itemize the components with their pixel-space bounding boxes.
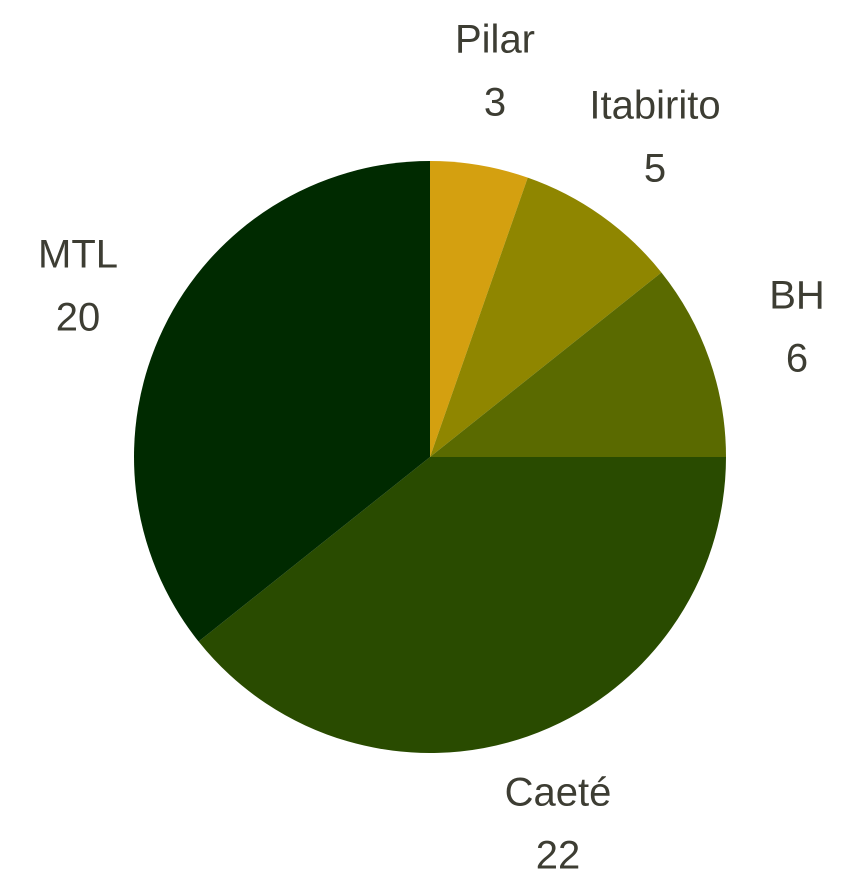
- pie-slice-caet-: [198, 457, 726, 753]
- pie-slice-pilar: [430, 161, 528, 457]
- slice-label: BH: [769, 274, 825, 318]
- slice-value-label: 5: [644, 147, 666, 191]
- slice-value-label: 3: [484, 81, 506, 125]
- slice-label: MTL: [38, 233, 118, 277]
- slices-group: [134, 160, 726, 753]
- slice-label: Caeté: [505, 771, 612, 815]
- slice-value-label: 6: [786, 337, 808, 381]
- pie-slice-bh: [430, 272, 726, 457]
- pie-slice-mtl: [134, 160, 431, 642]
- slice-label: Itabirito: [589, 84, 720, 128]
- slice-value-label: 20: [56, 296, 101, 340]
- slice-label: Pilar: [455, 18, 535, 62]
- labels-group: Pilar 3 Itabirito 5 BH 6 Caeté 22 MTL 20: [38, 18, 825, 878]
- pie-slice-itabirito: [430, 177, 662, 458]
- slice-value-label: 22: [536, 834, 581, 878]
